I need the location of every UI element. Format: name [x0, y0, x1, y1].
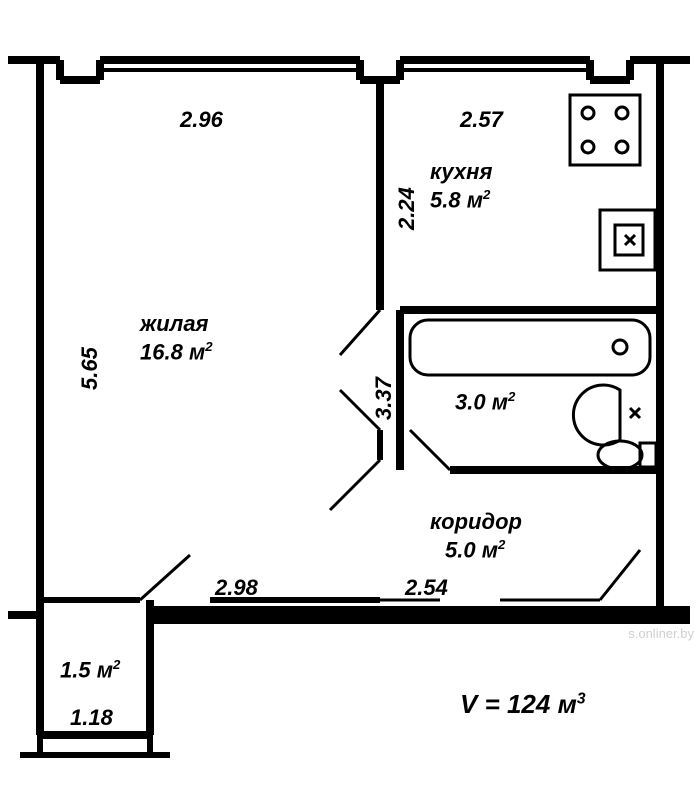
room-balcony-area: 1.5 м2 — [60, 658, 120, 683]
floor-plan: 2.96 2.57 2.24 5.65 3.37 2.98 2.54 1.18 … — [0, 0, 700, 791]
dim-left-wall: 5.65 — [78, 347, 102, 390]
room-corridor-area: 5.0 м2 — [445, 538, 505, 563]
room-living-name: жилая — [140, 312, 209, 336]
dim-bottom-right: 2.54 — [405, 576, 448, 600]
room-corridor-name: коридор — [430, 510, 522, 534]
dim-balcony-width: 1.18 — [70, 706, 113, 730]
room-kitchen-area: 5.8 м2 — [430, 188, 490, 213]
room-kitchen-name: кухня — [430, 160, 492, 184]
dim-kitchen-wall: 2.24 — [395, 187, 419, 230]
room-bath-area: 3.0 м2 — [455, 390, 515, 415]
room-living-area: 16.8 м2 — [140, 340, 213, 365]
dim-bottom-left: 2.98 — [215, 576, 258, 600]
dim-top-right: 2.57 — [460, 108, 503, 132]
dim-mid-wall: 3.37 — [372, 377, 396, 420]
watermark: s.onliner.by — [628, 626, 694, 641]
volume-label: V = 124 м3 — [460, 690, 586, 719]
dim-top-left: 2.96 — [180, 108, 223, 132]
